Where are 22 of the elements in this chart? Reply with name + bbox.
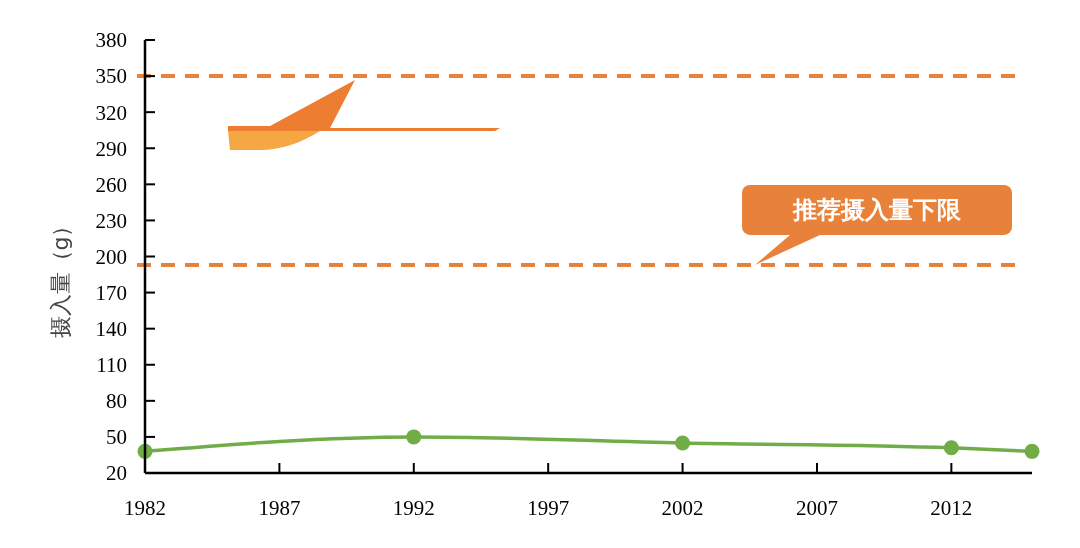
y-tick-label: 350: [95, 64, 127, 89]
x-tick-label: 2002: [661, 496, 704, 520]
y-tick-label: 380: [95, 28, 127, 53]
y-tick-label: 110: [96, 353, 127, 378]
y-tick-label: 140: [95, 317, 127, 342]
x-tick-label: 1997: [527, 496, 570, 520]
x-tick-label: 1992: [392, 496, 435, 520]
x-tick-label: 2007: [795, 496, 838, 520]
ref-line-label: 推荐摄入量下限: [792, 195, 962, 224]
x-tick-label: 1982: [124, 496, 166, 520]
x-tick-label: 2012: [930, 496, 973, 520]
y-tick-label: 20: [106, 461, 127, 486]
y-tick-label: 200: [95, 244, 127, 269]
y-tick-label: 50: [106, 425, 127, 450]
y-tick-label: 290: [95, 136, 127, 161]
y-tick-label: 170: [95, 280, 127, 305]
x-tick-label: 1987: [258, 496, 301, 520]
y-tick-label: 320: [95, 100, 127, 125]
y-tick-label: 260: [95, 172, 127, 197]
y-tick-label: 230: [95, 208, 127, 233]
y-tick-label: 80: [106, 389, 127, 414]
y-axis-title: 摄入量（g）: [48, 214, 73, 339]
